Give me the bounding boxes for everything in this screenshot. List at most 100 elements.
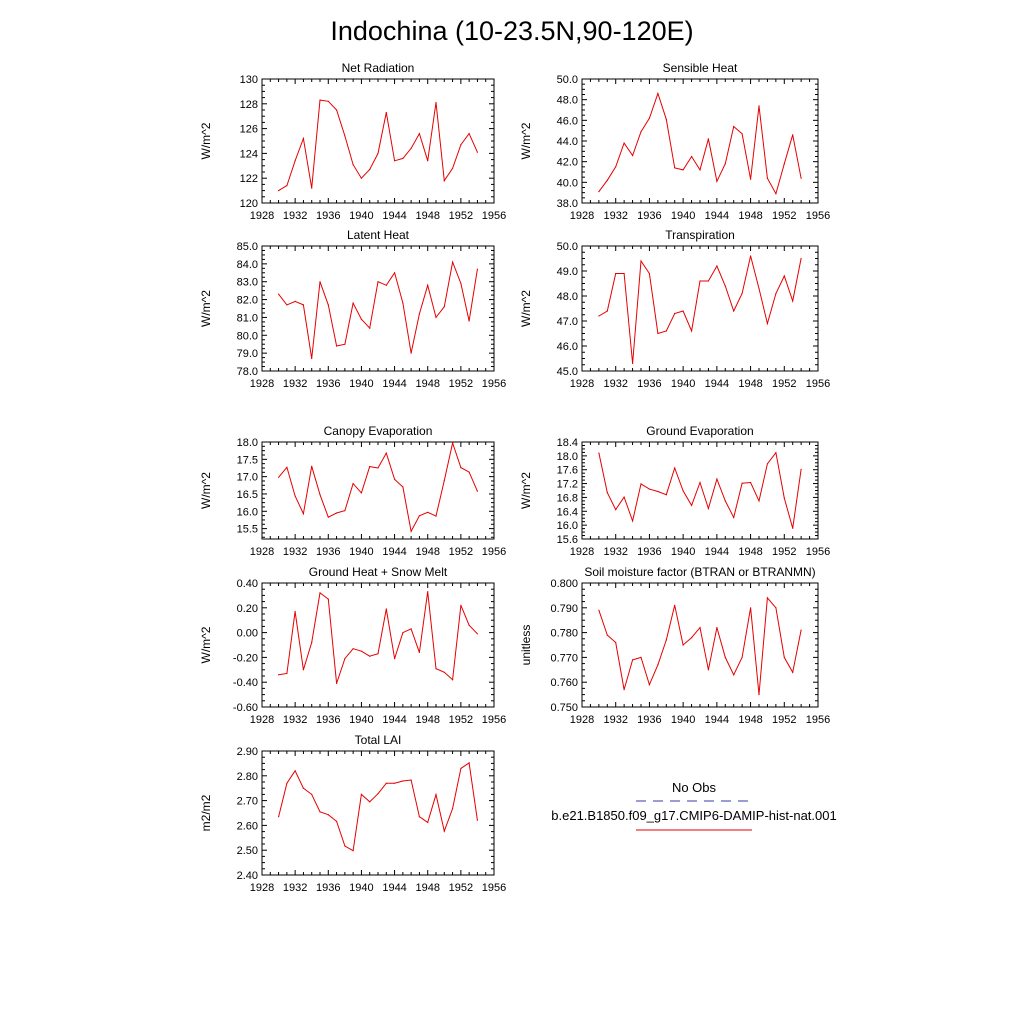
y-tick-label: 0.770: [550, 652, 578, 664]
data-point: [278, 476, 280, 478]
data-point: [665, 494, 667, 496]
data-point: [699, 280, 701, 282]
y-tick-label: 84.0: [237, 259, 258, 271]
data-point: [369, 466, 371, 468]
data-point: [286, 672, 288, 675]
data-point: [648, 272, 651, 275]
data-point: [615, 641, 617, 644]
x-tick-label: 1944: [705, 378, 729, 390]
data-point: [410, 147, 412, 149]
x-tick-label: 1928: [250, 882, 274, 894]
y-tick-label: 0.790: [550, 603, 578, 615]
data-point: [682, 644, 684, 646]
y-tick-label: 80.0: [237, 330, 258, 342]
data-point: [385, 284, 387, 286]
data-point: [598, 452, 600, 454]
data-point: [716, 478, 718, 480]
data-point: [352, 483, 354, 485]
legend: No Obs b.e21.B1850.f09_g17.CMIP6-DAMIP-h…: [551, 780, 837, 831]
data-point: [800, 629, 802, 631]
x-tick-label: 1956: [482, 882, 506, 894]
data-point: [286, 185, 288, 187]
y-tick-label: 2.80: [237, 771, 258, 783]
data-point: [294, 610, 296, 613]
data-point: [327, 100, 329, 102]
panel-canopy-evaporation: Canopy Evaporation 1928 1932 1936 1940 1944 19…: [199, 424, 506, 558]
x-tick-label: 1952: [449, 378, 473, 390]
data-point: [302, 787, 304, 789]
data-point: [640, 260, 642, 262]
x-tick-label: 1936: [637, 714, 661, 726]
y-tick-label: 126: [240, 124, 258, 136]
data-point: [278, 674, 280, 676]
x-tick-label: 1952: [772, 714, 796, 726]
y-tick-label: 45.0: [557, 366, 578, 378]
data-point: [606, 310, 608, 312]
data-point: [468, 624, 470, 626]
y-tick-label: 79.0: [237, 348, 258, 360]
x-tick-label: 1932: [603, 210, 627, 222]
x-tick-label: 1932: [283, 546, 307, 558]
data-point: [724, 285, 726, 287]
x-tick-label: 1956: [482, 378, 506, 390]
data-point: [640, 131, 642, 133]
x-tick-label: 1944: [382, 714, 406, 726]
data-point: [750, 607, 752, 609]
data-point: [302, 669, 304, 671]
data-point: [800, 177, 802, 179]
data-point: [443, 671, 445, 673]
x-tick-label: 1928: [570, 210, 594, 222]
y-tick-label: 2.40: [237, 870, 258, 882]
panels-group: Net Radiation 1928 1932 1936 1940 1944 1948 195…: [199, 61, 830, 894]
y-tick-label: 0.780: [550, 628, 578, 640]
data-point: [648, 684, 651, 686]
y-tick-label: 46.0: [557, 341, 578, 353]
x-tick-label: 1948: [415, 210, 439, 222]
data-point: [598, 315, 600, 317]
data-point: [657, 490, 659, 493]
x-tick-label: 1944: [382, 546, 406, 558]
y-tick-label: 16.4: [557, 506, 578, 518]
data-point: [460, 467, 462, 469]
data-point: [336, 109, 338, 111]
data-point: [741, 656, 743, 659]
data-point: [336, 682, 338, 685]
data-point: [707, 507, 710, 510]
data-point: [360, 177, 362, 179]
x-tick-label: 1944: [705, 546, 729, 558]
data-point: [766, 322, 769, 325]
panel-title: Net Radiation: [342, 61, 415, 75]
y-tick-label: 81.0: [237, 312, 258, 324]
data-point: [640, 656, 642, 659]
data-point: [377, 653, 379, 655]
data-point: [640, 483, 642, 485]
data-point: [733, 674, 735, 676]
x-tick-label: 1956: [806, 378, 830, 390]
x-tick-label: 1952: [449, 546, 473, 558]
x-tick-label: 1936: [316, 378, 340, 390]
x-tick-label: 1932: [603, 546, 627, 558]
data-point: [302, 304, 304, 306]
y-axis-label: W/m^2: [519, 290, 533, 327]
data-point: [460, 767, 462, 770]
x-tick-label: 1932: [283, 210, 307, 222]
data-point: [418, 133, 420, 135]
data-point: [452, 679, 454, 681]
data-point: [336, 345, 338, 347]
data-point: [468, 133, 470, 135]
x-tick-label: 1928: [570, 378, 594, 390]
data-point: [648, 117, 651, 119]
data-point: [665, 330, 667, 332]
data-point: [775, 607, 777, 609]
data-point: [435, 316, 437, 318]
data-point: [724, 500, 726, 502]
y-tick-label: 49.0: [557, 266, 578, 278]
data-point: [360, 492, 362, 494]
data-point: [716, 627, 718, 629]
x-tick-label: 1928: [570, 546, 594, 558]
x-tick-label: 1956: [806, 714, 830, 726]
y-tick-label: 15.5: [237, 524, 258, 536]
data-point: [758, 287, 760, 290]
data-point: [733, 310, 735, 312]
x-tick-label: 1944: [382, 378, 406, 390]
